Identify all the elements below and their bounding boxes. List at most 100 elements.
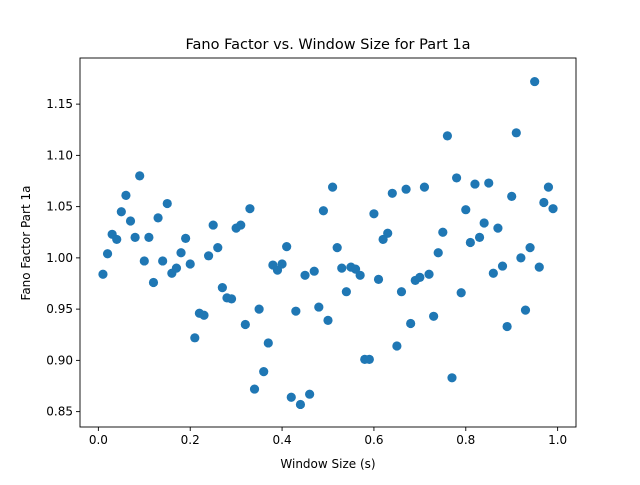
data-point	[190, 333, 200, 343]
data-point	[121, 190, 131, 200]
data-point	[474, 232, 485, 242]
data-point	[415, 272, 425, 282]
data-point	[406, 318, 416, 329]
data-point	[185, 259, 195, 269]
y-tick-label: 1.00	[46, 251, 73, 265]
data-point	[451, 173, 462, 183]
data-point	[217, 283, 227, 293]
data-point	[98, 269, 108, 279]
data-point	[332, 243, 342, 253]
x-axis-ticks: 0.0 0.2 0.4 0.6 0.8 1.0	[89, 427, 567, 447]
data-point	[497, 261, 508, 271]
data-point	[429, 311, 439, 321]
data-point	[171, 263, 182, 273]
y-tick-label: 1.10	[46, 148, 73, 162]
data-point	[392, 341, 402, 351]
data-point	[442, 131, 453, 141]
y-axis-ticks: 0.85 0.90 0.95 1.00 1.05 1.10 1.15	[46, 97, 80, 419]
y-tick-label: 0.85	[46, 405, 73, 419]
x-tick-label: 1.0	[548, 433, 567, 447]
data-point	[213, 243, 223, 253]
data-point	[465, 237, 475, 248]
data-point	[470, 179, 480, 189]
data-point	[484, 178, 494, 188]
data-point	[208, 220, 218, 230]
data-point	[112, 234, 122, 245]
data-point	[373, 274, 384, 284]
data-point	[259, 367, 269, 377]
data-point	[318, 206, 329, 216]
x-tick-label: 0.4	[273, 433, 292, 447]
data-point	[148, 277, 159, 288]
data-point	[507, 191, 517, 201]
data-point	[341, 287, 351, 297]
data-point	[153, 213, 163, 223]
data-point	[530, 76, 540, 87]
data-points	[98, 76, 558, 410]
x-axis-label: Window Size (s)	[280, 457, 375, 471]
chart-title: Fano Factor vs. Window Size for Part 1a	[186, 37, 471, 53]
data-point	[511, 128, 521, 138]
plot-area: 0.0 0.2 0.4 0.6 0.8 1.0 0.85 0.90 0.95 1.00 1.05 1…	[46, 57, 577, 447]
data-point	[543, 182, 554, 192]
data-point	[337, 263, 347, 273]
data-point	[456, 288, 466, 298]
data-point	[327, 182, 338, 192]
data-point	[401, 184, 411, 194]
data-point	[548, 204, 558, 214]
data-point	[516, 253, 526, 263]
data-point	[309, 266, 319, 276]
data-point	[314, 302, 324, 312]
data-point	[286, 392, 296, 402]
data-point	[245, 204, 255, 214]
data-point	[424, 269, 434, 279]
data-point	[534, 262, 544, 272]
data-point	[488, 268, 498, 278]
data-point	[502, 321, 512, 332]
data-point	[240, 319, 250, 330]
data-point	[323, 315, 333, 325]
axes-frame	[79, 57, 577, 428]
x-tick-label: 0.0	[89, 433, 108, 447]
data-point	[461, 205, 471, 215]
data-point	[295, 399, 306, 410]
data-point	[116, 207, 126, 217]
y-tick-label: 0.90	[46, 353, 73, 367]
data-point	[383, 228, 393, 238]
data-point	[493, 223, 503, 233]
data-point	[369, 209, 379, 219]
data-point	[525, 243, 535, 253]
data-point	[355, 270, 365, 280]
data-point	[158, 256, 168, 266]
x-tick-label: 0.6	[364, 433, 383, 447]
data-point	[144, 232, 154, 242]
data-point	[162, 198, 172, 209]
data-point	[236, 220, 246, 230]
data-point	[539, 197, 549, 208]
data-point	[364, 354, 374, 364]
data-point	[520, 305, 531, 315]
data-point	[226, 294, 237, 304]
data-point	[139, 256, 149, 266]
data-point	[135, 171, 145, 181]
data-point	[300, 270, 310, 280]
x-tick-label: 0.8	[456, 433, 475, 447]
data-point	[203, 251, 214, 261]
data-point	[181, 233, 191, 243]
data-point	[254, 304, 264, 314]
data-point	[249, 384, 260, 394]
data-point	[396, 287, 407, 297]
data-point	[176, 248, 186, 258]
data-point	[282, 242, 292, 252]
data-point	[438, 227, 448, 237]
data-point	[387, 188, 397, 198]
data-point	[263, 338, 273, 348]
data-point	[447, 373, 457, 383]
y-tick-label: 0.95	[46, 302, 73, 316]
data-point	[277, 259, 287, 269]
y-axis-label: Fano Factor Part 1a	[19, 186, 33, 301]
data-point	[305, 389, 315, 399]
